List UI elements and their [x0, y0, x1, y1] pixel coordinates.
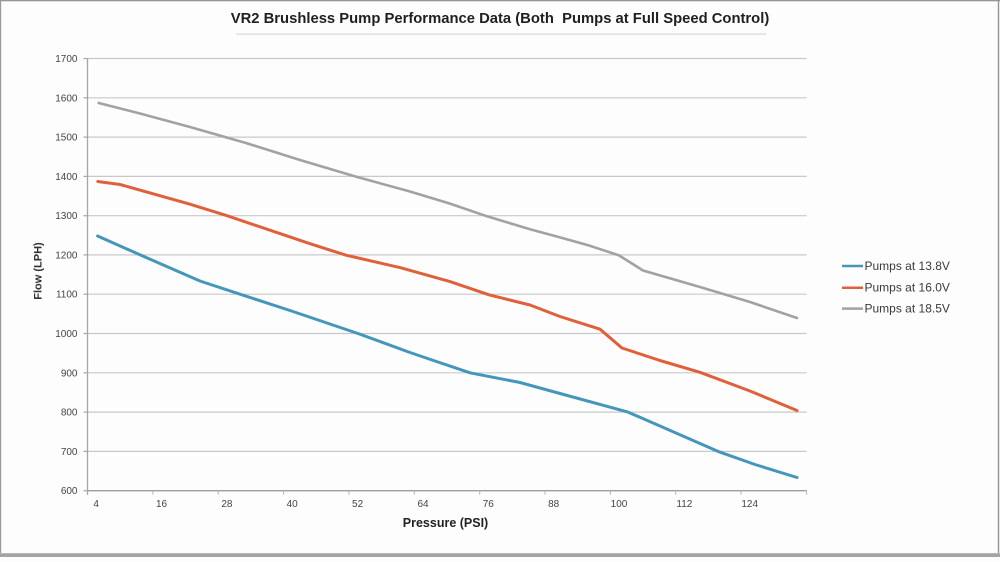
svg-text:40: 40	[287, 499, 299, 510]
svg-text:1700: 1700	[55, 54, 78, 65]
svg-text:1300: 1300	[55, 211, 78, 222]
svg-text:1500: 1500	[55, 133, 78, 144]
svg-text:Flow (LPH): Flow (LPH)	[33, 242, 45, 300]
svg-text:1600: 1600	[55, 93, 78, 104]
svg-text:64: 64	[417, 499, 429, 510]
svg-text:28: 28	[221, 499, 233, 510]
svg-text:1200: 1200	[55, 250, 78, 261]
svg-text:Pressure (PSI): Pressure (PSI)	[403, 516, 488, 530]
svg-text:112: 112	[676, 499, 692, 510]
svg-text:1100: 1100	[56, 290, 78, 301]
svg-text:600: 600	[61, 486, 78, 497]
svg-text:1000: 1000	[55, 329, 78, 340]
svg-text:124: 124	[741, 499, 758, 510]
svg-text:700: 700	[61, 447, 78, 458]
svg-text:900: 900	[61, 368, 78, 379]
svg-text:1400: 1400	[55, 172, 78, 183]
svg-text:VR2 Brushless Pump Performance: VR2 Brushless Pump Performance Data (Bot…	[231, 11, 770, 27]
svg-text:4: 4	[93, 499, 99, 510]
svg-text:Pumps at 16.0V: Pumps at 16.0V	[865, 281, 950, 295]
svg-text:800: 800	[61, 408, 78, 419]
svg-text:100: 100	[611, 499, 628, 510]
svg-text:88: 88	[548, 499, 560, 510]
svg-text:76: 76	[483, 499, 495, 510]
svg-text:16: 16	[156, 499, 168, 510]
svg-text:52: 52	[352, 499, 364, 510]
svg-text:Pumps at 18.5V: Pumps at 18.5V	[865, 302, 950, 316]
svg-text:Pumps at 13.8V: Pumps at 13.8V	[865, 259, 950, 273]
